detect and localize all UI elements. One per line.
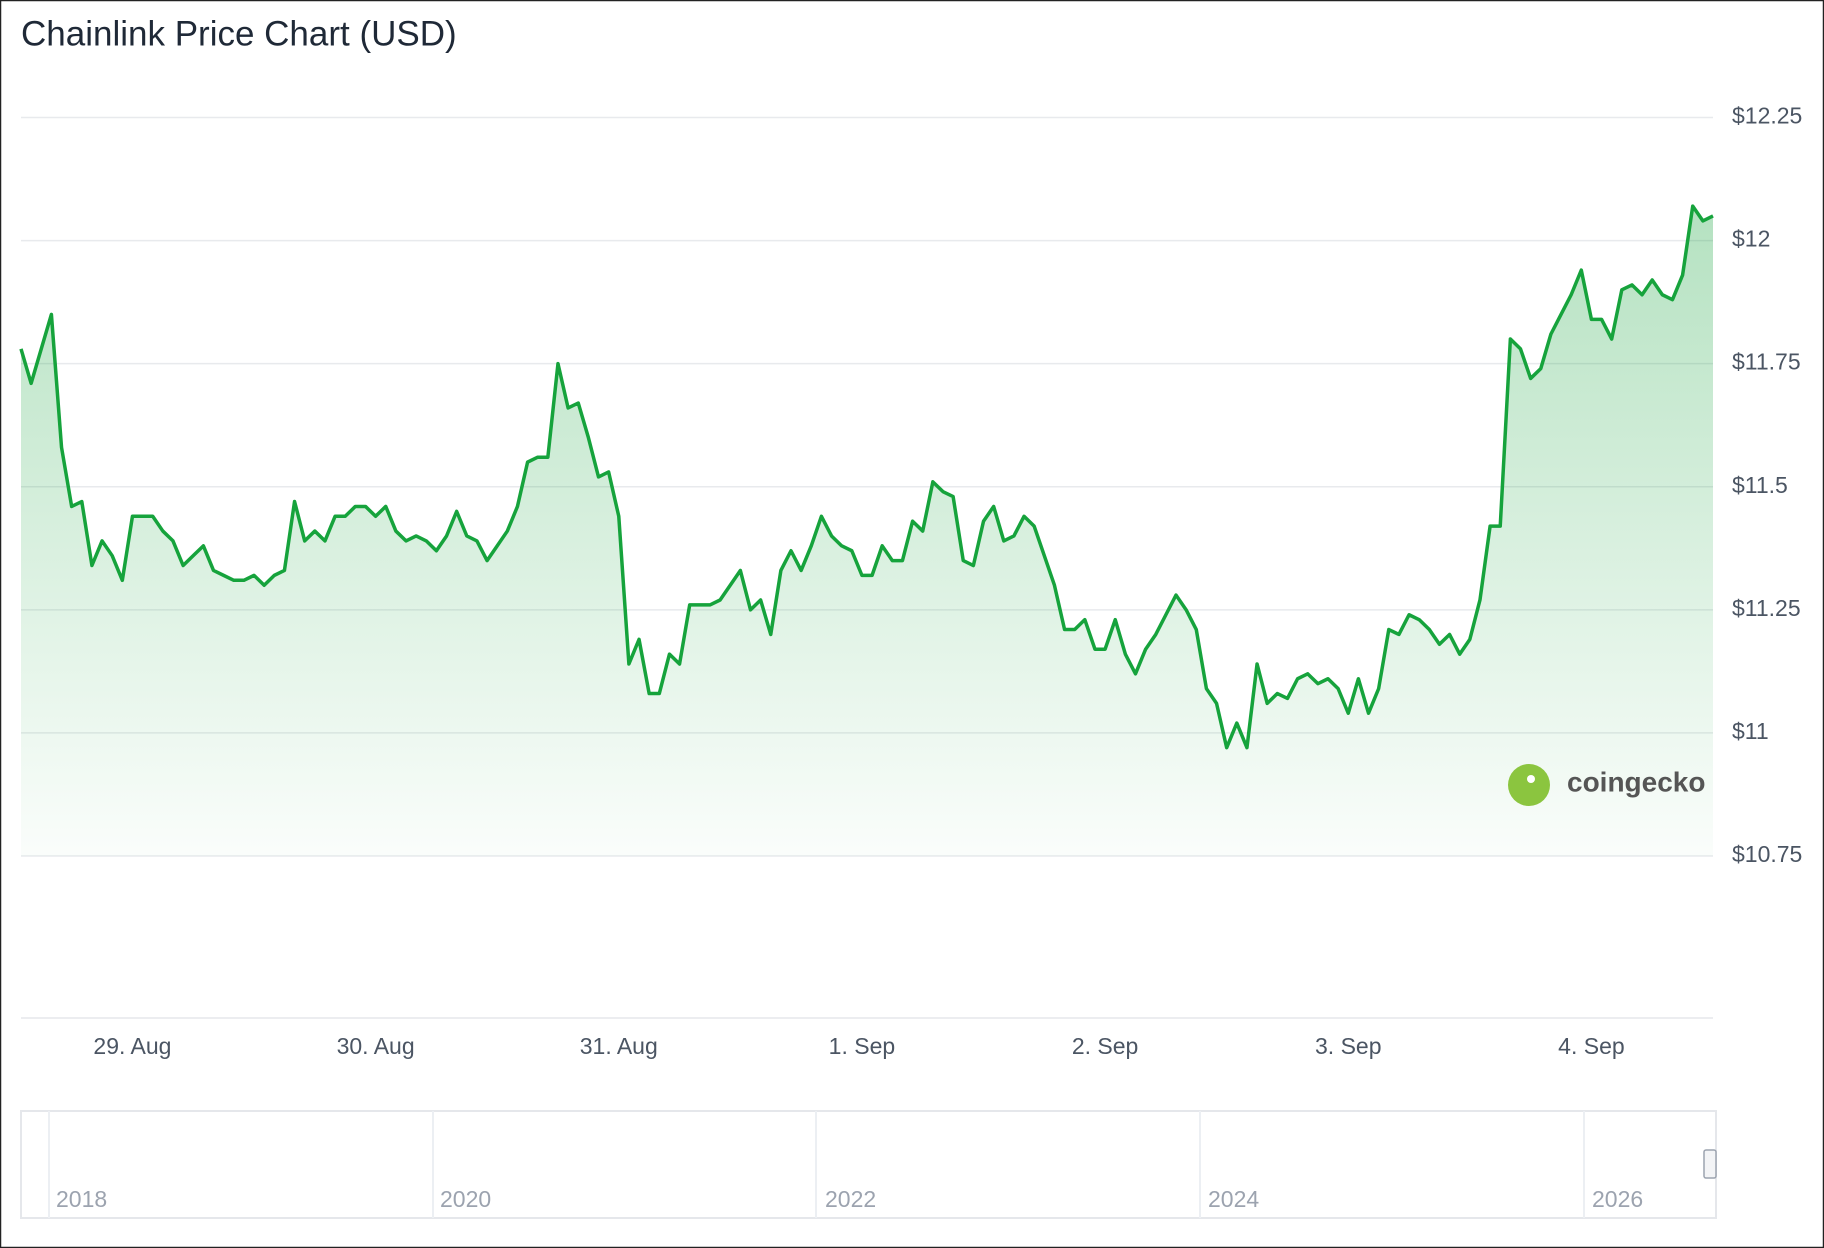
chart-title: Chainlink Price Chart (USD) <box>21 14 457 53</box>
navigator-label: 2020 <box>440 1186 491 1212</box>
x-tick-label: 2. Sep <box>1072 1033 1139 1059</box>
watermark: coingecko <box>1508 764 1705 806</box>
x-tick-label: 3. Sep <box>1315 1033 1382 1059</box>
y-tick-label: $12 <box>1732 226 1770 252</box>
navigator-frame <box>20 1110 1717 1219</box>
navigator-label: 2018 <box>56 1186 107 1212</box>
x-tick-label: 1. Sep <box>829 1033 896 1059</box>
watermark-eye <box>1527 775 1535 783</box>
y-tick-label: $11.75 <box>1732 349 1801 375</box>
navigator-label: 2026 <box>1592 1186 1643 1212</box>
area <box>21 206 1713 856</box>
y-tick-label: $10.75 <box>1732 841 1802 867</box>
y-tick-label: $11.5 <box>1732 472 1788 498</box>
x-tick-label: 30. Aug <box>337 1033 415 1059</box>
x-tick-label: 31. Aug <box>580 1033 658 1059</box>
y-tick-label: $12.25 <box>1732 103 1802 129</box>
y-tick-label: $11.25 <box>1732 595 1801 621</box>
x-tick-label: 29. Aug <box>93 1033 171 1059</box>
navigator-label: 2024 <box>1208 1186 1259 1212</box>
navigator-label: 2022 <box>825 1186 876 1212</box>
watermark-logo <box>1508 764 1550 806</box>
plot <box>19 204 1714 856</box>
y-tick-label: $11 <box>1732 718 1769 744</box>
navigator-handle[interactable] <box>1703 1149 1717 1179</box>
navigator: 2018 2020 2022 2024 2026 <box>20 1110 1717 1219</box>
watermark-text: coingecko <box>1567 766 1705 797</box>
x-tick-label: 4. Sep <box>1558 1033 1625 1059</box>
axes: $10.75 $11 $11.25 $11.5 $11.75 $12 $12.25 29. A… <box>21 103 1802 1059</box>
price-line <box>19 204 1714 750</box>
